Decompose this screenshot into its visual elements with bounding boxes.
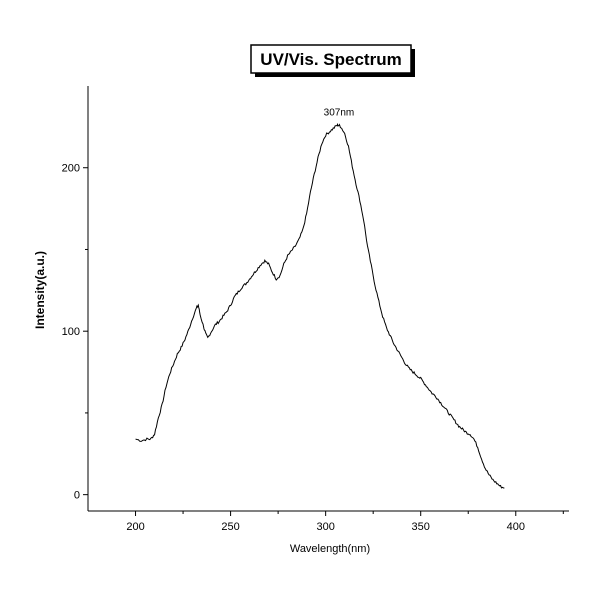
x-tick-label: 300 (316, 521, 334, 533)
x-tick-label: 400 (507, 521, 525, 533)
title-box (250, 44, 412, 74)
x-tick-label: 200 (126, 521, 144, 533)
y-ticks: 0 100 200 (62, 163, 88, 502)
y-axis-label: Intensity(a.u.) (33, 251, 47, 329)
spectrum-series-line (135, 122, 505, 489)
y-tick-label: 100 (62, 326, 80, 338)
x-tick-label: 350 (412, 521, 430, 533)
axes (87, 86, 569, 512)
peak-annotation: 307nm (324, 107, 355, 118)
x-axis-label: Wavelength(nm) (290, 543, 370, 555)
chart-title: UV/Vis. Spectrum (260, 50, 401, 69)
x-ticks: 200 250 300 350 400 (126, 511, 564, 533)
x-tick-label: 250 (221, 521, 239, 533)
title-group: UV/Vis. Spectrum (250, 44, 415, 77)
y-tick-label: 0 (74, 490, 80, 502)
y-tick-label: 200 (62, 163, 80, 175)
